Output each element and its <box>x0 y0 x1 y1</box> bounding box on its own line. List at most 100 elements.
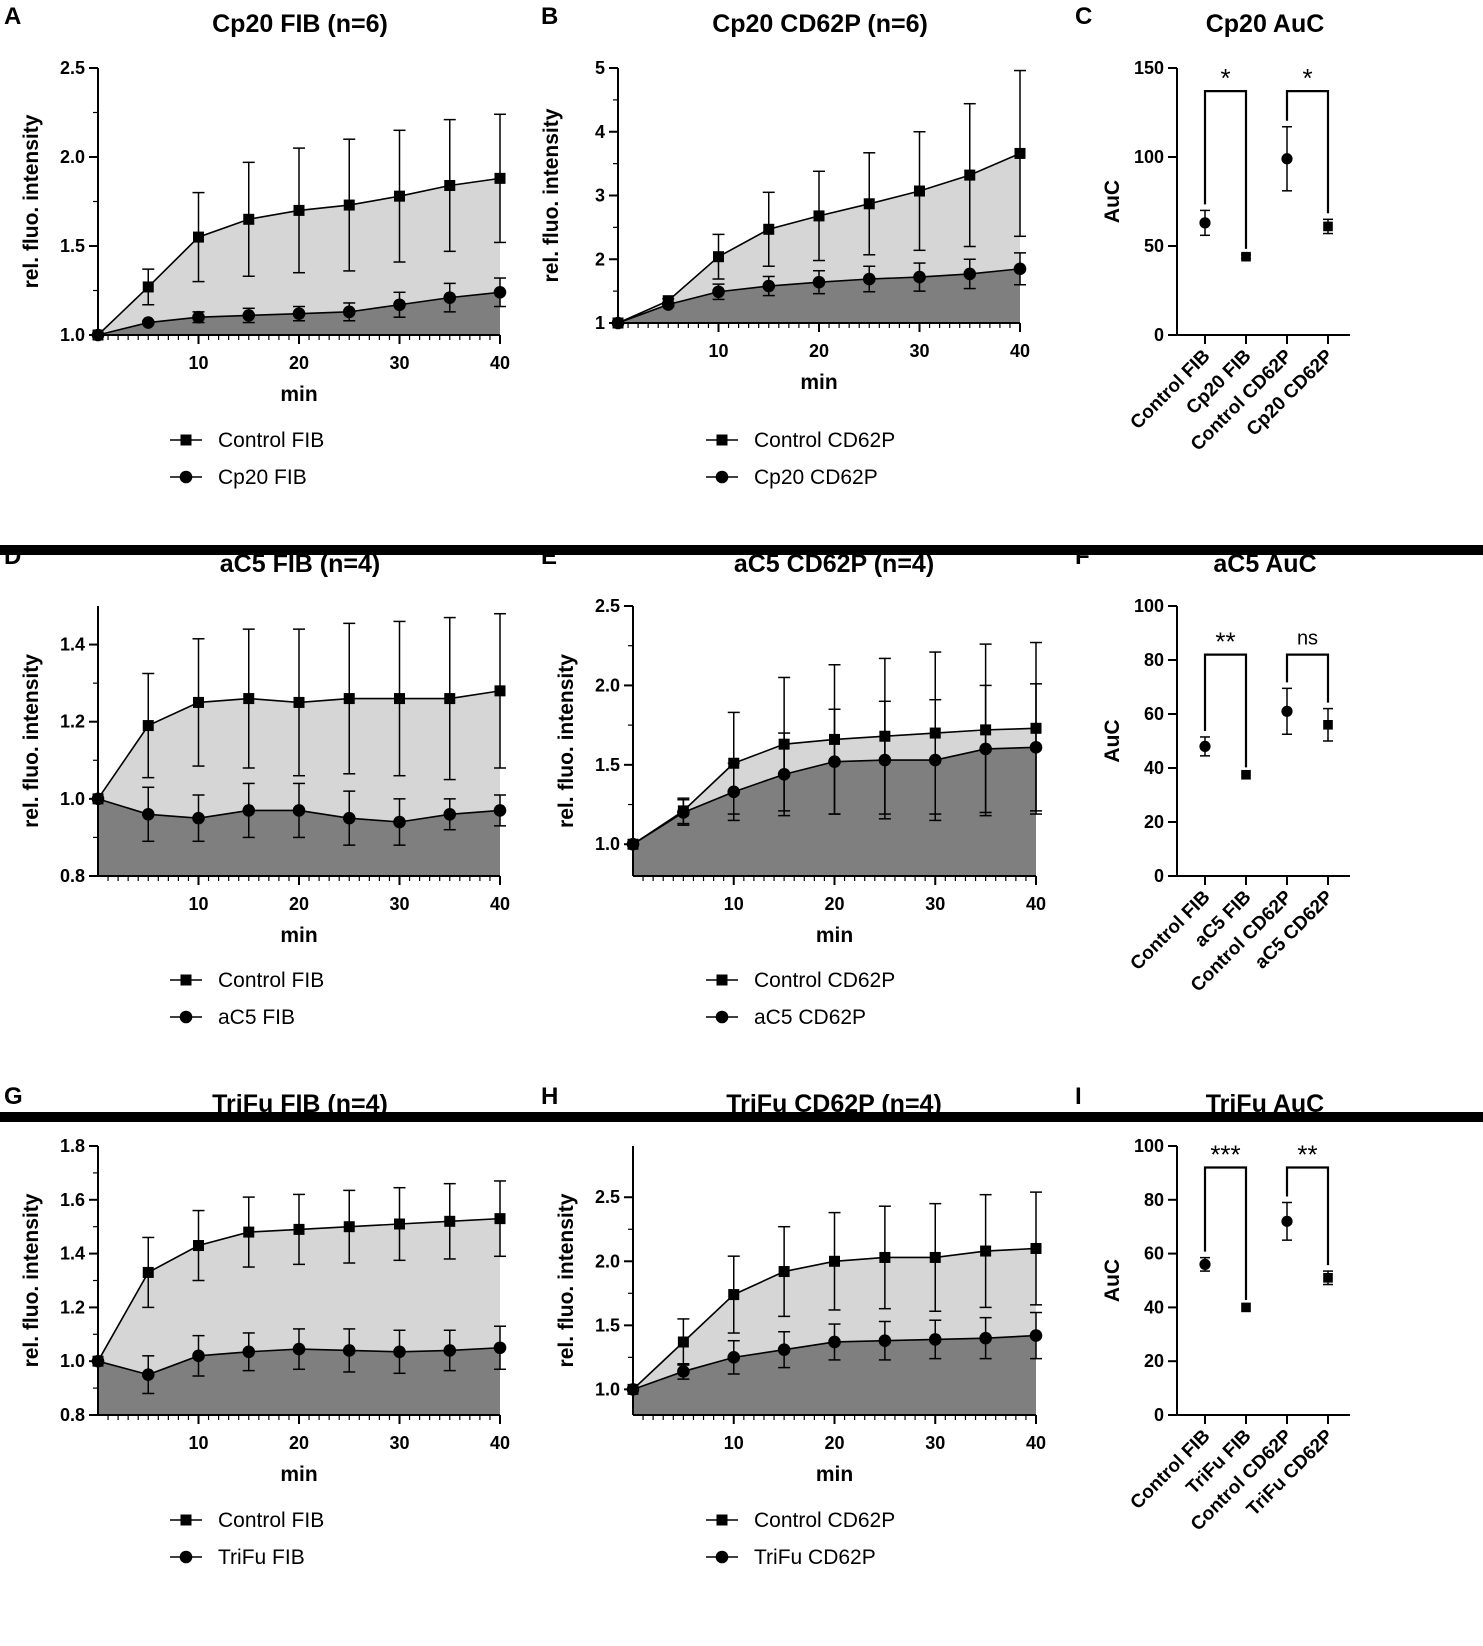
y-tick-label: 0.8 <box>60 1405 85 1425</box>
x-axis-label: min <box>280 383 317 406</box>
data-point <box>343 693 355 705</box>
data-point <box>494 1213 506 1225</box>
data-point <box>829 1255 840 1267</box>
significance-label: * <box>1302 63 1312 93</box>
data-point <box>677 1336 689 1348</box>
data-point <box>141 316 155 329</box>
data-point <box>1241 1302 1251 1313</box>
data-point <box>1199 740 1211 753</box>
legend-marker <box>716 974 728 986</box>
data-point <box>863 198 875 210</box>
data-point <box>444 693 456 705</box>
significance-label: ns <box>1297 628 1318 650</box>
y-tick-label: 2.5 <box>60 58 85 78</box>
legend-label: Control CD62P <box>754 1509 895 1532</box>
x-tick-label: 10 <box>708 341 728 361</box>
y-tick-label: 1.0 <box>60 1351 85 1371</box>
significance-bracket <box>1285 653 1330 703</box>
data-point <box>443 807 457 821</box>
data-point <box>193 231 204 243</box>
panel-d: 10 20 30 40 0.8 1.0 1.2 1.4 D aC5 FIB (n=4) min rel… <box>4 543 510 1029</box>
data-point <box>393 1345 406 1359</box>
x-axis-label: min <box>816 924 853 947</box>
data-point <box>444 179 456 191</box>
y-axis-label: AuC <box>1101 1259 1124 1302</box>
y-axis-label: AuC <box>1101 180 1124 223</box>
data-point <box>778 1266 790 1278</box>
data-point <box>342 305 356 319</box>
data-point <box>1281 153 1293 165</box>
data-point <box>443 1344 457 1357</box>
data-point <box>913 270 926 284</box>
chart-title: aC5 FIB (n=4) <box>220 550 380 578</box>
y-axis-label: rel. fluo. intensity <box>555 1193 578 1367</box>
data-point <box>242 1345 256 1359</box>
data-point <box>713 251 724 263</box>
x-tick-label: 30 <box>909 341 929 361</box>
y-tick-label: 1.2 <box>60 712 85 732</box>
legend-marker <box>180 974 192 986</box>
series-treatment <box>91 277 507 342</box>
data-point <box>777 1343 791 1356</box>
data-point <box>292 307 306 320</box>
x-tick-label: 40 <box>1026 894 1046 914</box>
data-point <box>727 785 741 799</box>
data-point <box>494 685 506 697</box>
data-point <box>1281 705 1293 717</box>
x-axis-label: min <box>816 1463 853 1486</box>
x-tick-label: 20 <box>809 341 829 361</box>
x-axis-label: min <box>280 924 317 947</box>
legend-marker <box>179 1550 193 1564</box>
data-point <box>1029 1329 1043 1342</box>
data-point <box>343 1221 355 1233</box>
x-tick-label: 30 <box>389 894 409 914</box>
series-treatment <box>626 1311 1043 1396</box>
x-tick-label: 20 <box>289 894 309 914</box>
y-axis-label: rel. fluo. intensity <box>20 654 43 828</box>
panel-letter: H <box>541 1083 558 1110</box>
legend-marker <box>715 1550 729 1564</box>
x-tick-label: 10 <box>724 894 744 914</box>
data-point <box>192 811 205 825</box>
data-point <box>964 169 976 181</box>
legend-label: Control FIB <box>218 1509 324 1532</box>
series-treatment <box>626 683 1043 851</box>
data-point <box>394 693 405 705</box>
legend-marker <box>180 1514 192 1526</box>
y-tick-label: 1.5 <box>60 236 85 256</box>
data-point <box>1241 769 1251 780</box>
x-tick-label: 10 <box>188 1433 208 1453</box>
y-tick-label: 100 <box>1134 1136 1164 1156</box>
y-tick-label: 40 <box>1144 758 1164 778</box>
data-point <box>342 1344 356 1357</box>
data-point <box>394 1218 405 1230</box>
panel-letter: C <box>1075 3 1092 30</box>
legend-label: Control FIB <box>218 429 324 452</box>
y-tick-label: 60 <box>1144 704 1164 724</box>
y-tick-label: 100 <box>1134 147 1164 167</box>
panel-letter: F <box>1075 543 1090 570</box>
legend-item: Control CD62P <box>706 969 895 992</box>
data-point <box>914 185 925 197</box>
data-point <box>292 1342 306 1356</box>
x-tick-label: 20 <box>289 353 309 373</box>
chart-title: aC5 AuC <box>1213 550 1316 578</box>
chart-title: Cp20 CD62P (n=6) <box>712 10 928 38</box>
y-tick-label: 2.5 <box>595 596 620 616</box>
chart-title: Cp20 AuC <box>1206 10 1325 38</box>
panel-b: 10 20 30 40 1 2 3 4 5 B Cp20 CD62P (n=6) min rel. fl… <box>540 3 1030 489</box>
y-tick-label: 1.8 <box>60 1136 85 1156</box>
y-tick-label: 1.6 <box>60 1190 85 1210</box>
legend-item: Control CD62P <box>706 1509 895 1532</box>
data-point <box>979 742 992 756</box>
legend-label: Cp20 FIB <box>218 466 307 489</box>
data-point <box>979 1331 992 1345</box>
y-tick-label: 1.4 <box>60 635 85 655</box>
panel-h: 10 20 30 40 1.0 1.5 2.0 2.5 H TriFu CD62P (n=4) mi… <box>541 1083 1046 1569</box>
panel-letter: D <box>4 543 21 570</box>
legend-marker <box>716 1514 728 1526</box>
legend-marker <box>715 1010 729 1024</box>
data-point <box>494 172 506 184</box>
data-point <box>661 298 675 311</box>
legend-marker <box>179 470 193 484</box>
